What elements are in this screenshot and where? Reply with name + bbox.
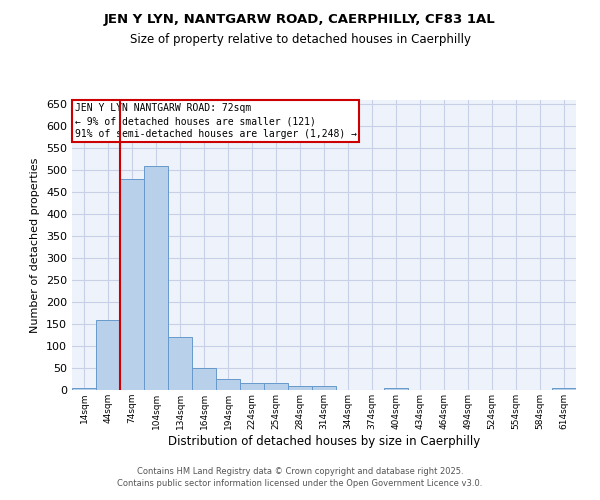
Bar: [264, 384, 288, 390]
X-axis label: Distribution of detached houses by size in Caerphilly: Distribution of detached houses by size …: [168, 434, 480, 448]
Bar: [240, 384, 264, 390]
Bar: [216, 379, 240, 390]
Bar: [384, 388, 408, 390]
Text: Contains HM Land Registry data © Crown copyright and database right 2025.
Contai: Contains HM Land Registry data © Crown c…: [118, 466, 482, 487]
Bar: [288, 386, 312, 390]
Bar: [144, 166, 168, 390]
Bar: [96, 320, 120, 390]
Text: JEN Y LYN NANTGARW ROAD: 72sqm
← 9% of detached houses are smaller (121)
91% of : JEN Y LYN NANTGARW ROAD: 72sqm ← 9% of d…: [74, 103, 356, 140]
Bar: [312, 386, 336, 390]
Bar: [72, 388, 96, 390]
Bar: [120, 179, 144, 390]
Text: Size of property relative to detached houses in Caerphilly: Size of property relative to detached ho…: [130, 32, 470, 46]
Bar: [192, 368, 216, 390]
Bar: [552, 388, 576, 390]
Bar: [168, 338, 192, 390]
Text: JEN Y LYN, NANTGARW ROAD, CAERPHILLY, CF83 1AL: JEN Y LYN, NANTGARW ROAD, CAERPHILLY, CF…: [104, 12, 496, 26]
Y-axis label: Number of detached properties: Number of detached properties: [31, 158, 40, 332]
